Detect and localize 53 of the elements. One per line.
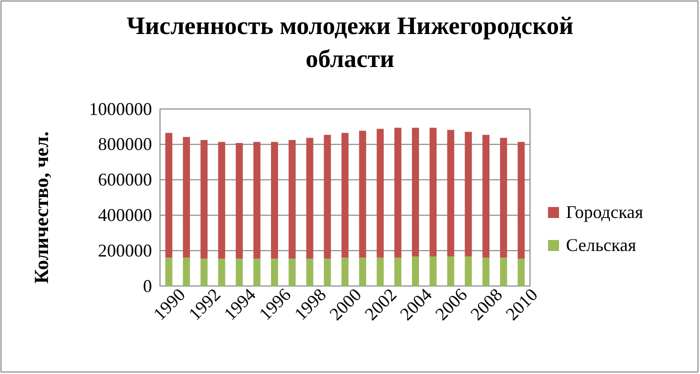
y-tick-label: 800000 [98,134,152,154]
bar [165,132,172,258]
bar [500,258,508,286]
bar [412,128,419,256]
legend-label: Городская [566,202,644,222]
y-tick-label: 1000000 [89,98,152,119]
bar [182,258,190,286]
bar [253,258,260,286]
bar [218,142,226,259]
bar [394,258,402,286]
bar [324,258,331,286]
legend-label: Сельская [566,235,636,255]
bar [447,130,454,256]
y-tick-label: 400000 [98,204,152,225]
bar [324,134,331,259]
bar [500,138,508,258]
bar [447,256,454,286]
y-tick-label: 200000 [98,240,152,260]
bar [430,128,437,256]
bar [482,134,490,258]
y-tick-label: 600000 [98,170,152,190]
bar [165,258,172,286]
bar [288,140,296,259]
bar [306,258,314,286]
bar [341,132,349,258]
bar [236,258,243,286]
bar [306,138,314,259]
bar [518,142,525,259]
bar [341,258,349,286]
bar [182,136,190,258]
x-tick-label: 1992 [184,284,224,324]
bar [464,256,472,286]
y-tick-label: 0 [143,276,152,296]
bar [376,258,384,286]
bar [376,128,384,258]
bar [236,142,243,259]
bar [394,128,402,258]
bar [200,140,208,259]
bar [271,258,278,286]
bar [412,256,419,286]
chart-title: Численность молодежи Нижегородской области [126,13,574,73]
bar [271,142,278,259]
bar [482,258,490,286]
bar [288,258,296,286]
bar [359,130,366,258]
bar [359,258,366,286]
bar [464,132,472,256]
bar [430,256,437,286]
y-axis-title: Количество, чел. [31,131,53,284]
bar [218,258,226,286]
bar [518,258,525,286]
bar [200,258,208,286]
bar [253,142,260,259]
